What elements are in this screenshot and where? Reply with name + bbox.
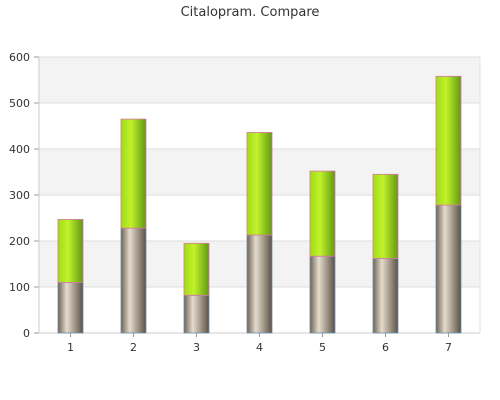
y-tick-label: 200 (9, 235, 30, 248)
x-tick-label: 7 (445, 341, 452, 354)
bar-segment-bottom (246, 234, 273, 334)
bar-segment-top (57, 218, 84, 283)
bar-segment-bottom (372, 258, 399, 334)
y-tick-label: 0 (23, 327, 30, 340)
grid-band (39, 57, 480, 103)
x-tick-label: 4 (256, 341, 263, 354)
x-tick-label: 3 (193, 341, 200, 354)
y-tick-label: 100 (9, 281, 30, 294)
bar-segment-bottom (309, 255, 336, 334)
bar-segment-top (246, 132, 273, 236)
bar-segment-top (309, 170, 336, 257)
bar-segment-bottom (120, 227, 147, 334)
x-tick-label: 6 (382, 341, 389, 354)
x-tick-label: 2 (130, 341, 137, 354)
y-tick-label: 400 (9, 143, 30, 156)
chart-title: Citalopram. Compare (181, 5, 320, 20)
bar-segment-bottom (183, 294, 210, 334)
bar-segment-top (120, 118, 147, 229)
x-tick-label: 5 (319, 341, 326, 354)
bar-segment-top (435, 75, 462, 206)
y-tick-label: 300 (9, 189, 30, 202)
y-tick-label: 600 (9, 51, 30, 64)
bar-segment-bottom (57, 281, 84, 334)
x-tick-label: 1 (67, 341, 74, 354)
bar-segment-bottom (435, 204, 462, 334)
bar-segment-top (183, 242, 210, 296)
bar-segment-top (372, 173, 399, 259)
y-tick-label: 500 (9, 97, 30, 110)
